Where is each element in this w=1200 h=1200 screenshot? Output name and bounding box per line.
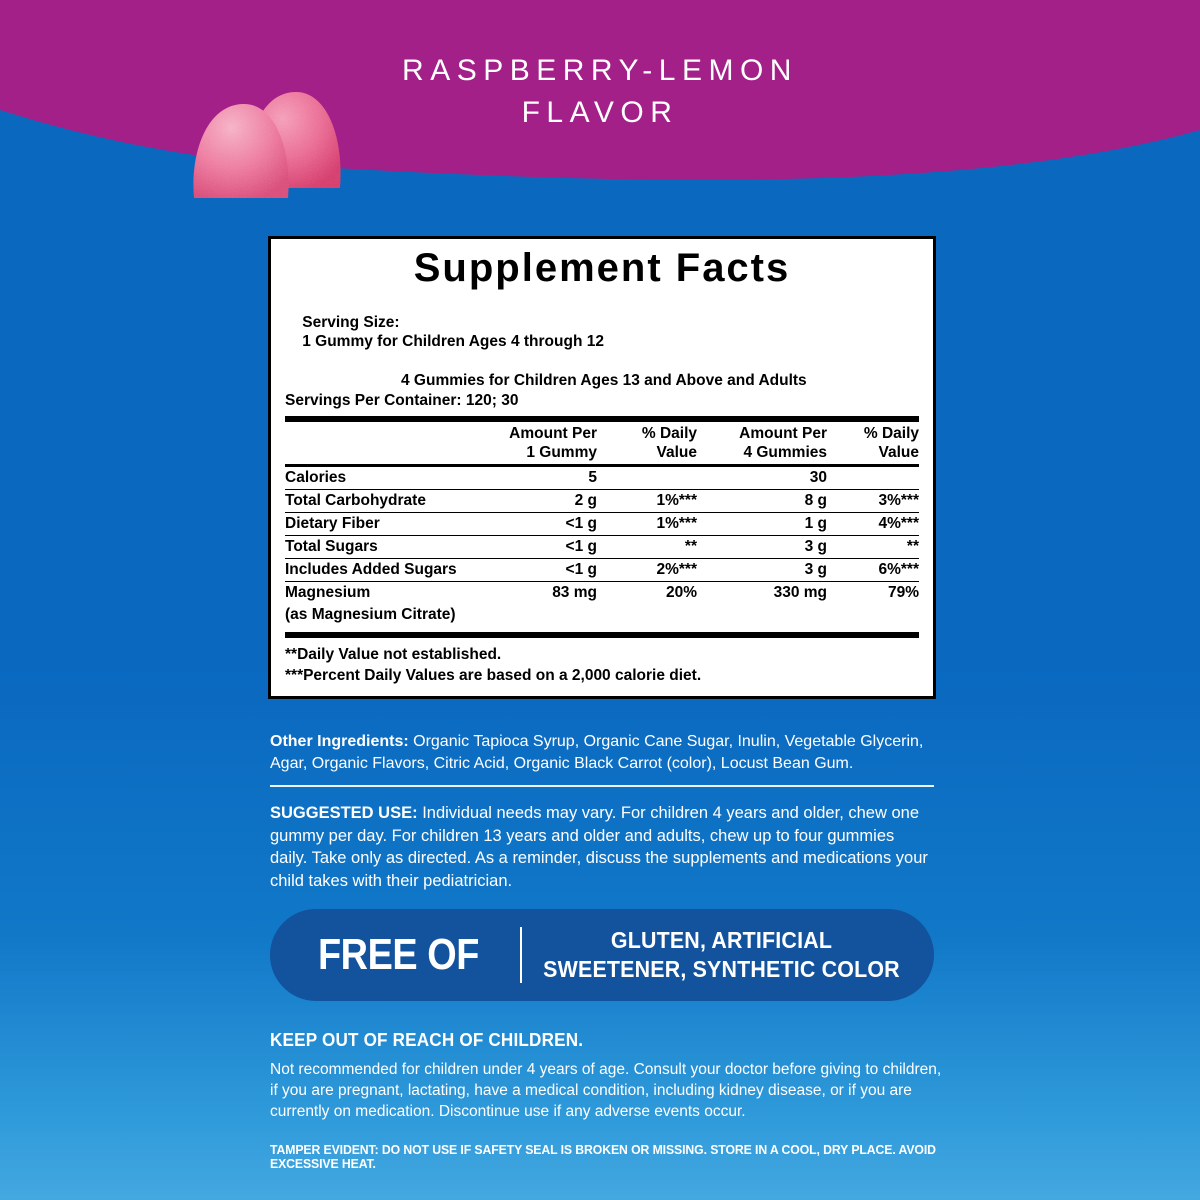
suggested-use-label: SUGGESTED USE: [270, 804, 418, 822]
row-amount-4: 30 [809, 469, 827, 486]
row-name: Total Sugars [285, 535, 477, 559]
row-dv-4: ** [827, 535, 919, 559]
row-amount-4: 1 g [697, 512, 827, 536]
supplement-facts-title: Supplement Facts [413, 246, 791, 290]
row-dv-1: 20% [597, 581, 697, 604]
nutrition-rows: Calories 5 30 Total Carbohydrate 2 g 1%*… [285, 467, 919, 626]
row-name: Total Carbohydrate [285, 489, 477, 513]
table-row: Total Carbohydrate 2 g 1%*** 8 g 3%*** [285, 489, 919, 513]
row-amount-4: 8 g [697, 489, 827, 513]
row-amount-1: <1 g [477, 558, 597, 582]
row-amount-1: 5 [588, 469, 597, 486]
flavor-title: RASPBERRY-LEMON FLAVOR [0, 50, 1200, 134]
suggested-use-text: Individual needs may vary. For children … [270, 804, 928, 890]
serving-size-line-1: Serving Size: 1 Gummy for Children Ages … [285, 293, 919, 371]
magnesium-source-row: (as Magnesium Citrate) [285, 604, 919, 626]
free-of-banner: FREE OF GLUTEN, ARTIFICIAL SWEETENER, SY… [270, 909, 934, 1001]
row-dv-4: 4%*** [827, 512, 919, 536]
servings-per-container: Servings Per Container: 120; 30 [285, 391, 519, 409]
table-header-row: Amount Per 1 Gummy % Daily Value Amount … [285, 422, 919, 464]
row-dv-4 [827, 467, 919, 490]
footnotes: **Daily Value not established. ***Percen… [285, 638, 919, 686]
footnote-top-rule [285, 632, 919, 638]
col-header-amount-1-gummy: Amount Per 1 Gummy [509, 425, 597, 461]
table-top-rule [285, 416, 919, 422]
flavor-line-2: FLAVOR [521, 96, 679, 129]
supplement-facts-panel: Supplement Facts Serving Size: 1 Gummy f… [268, 236, 936, 699]
row-dv-4: 79% [827, 581, 919, 604]
footnote-2: ***Percent Daily Values are based on a 2… [285, 667, 702, 684]
row-dv-1: 1%*** [597, 489, 697, 513]
gummy-candy-icon [193, 91, 341, 198]
row-amount-1: <1 g [477, 512, 597, 536]
table-row: Magnesium 83 mg 20% 330 mg 79% [285, 581, 919, 604]
row-amount-4: 330 mg [697, 581, 827, 604]
free-of-items: GLUTEN, ARTIFICIAL SWEETENER, SYNTHETIC … [543, 927, 900, 982]
row-dv-1: 2%*** [597, 558, 697, 582]
serving-size-value-1: 1 Gummy for Children Ages 4 through 12 [302, 333, 604, 350]
suggested-use: SUGGESTED USE: Individual needs may vary… [270, 802, 934, 892]
row-name: Calories [285, 469, 347, 486]
col-header-blank [285, 422, 477, 464]
free-of-label: FREE OF [318, 930, 479, 979]
row-amount-1: 2 g [477, 489, 597, 513]
header-bottom-rule [285, 464, 919, 467]
keep-out-of-reach-warning: KEEP OUT OF REACH OF CHILDREN. [270, 1030, 584, 1050]
table-row: Total Sugars <1 g ** 3 g ** [285, 535, 919, 559]
section-divider [270, 785, 934, 787]
serving-size-line-2: 4 Gummies for Children Ages 13 and Above… [401, 372, 807, 389]
row-dv-4: 3%*** [827, 489, 919, 513]
warning-body-text: Not recommended for children under 4 yea… [270, 1061, 942, 1120]
col-header-dv-1-gummy: % Daily Value [641, 425, 697, 461]
footnote-1: **Daily Value not established. [285, 646, 502, 663]
table-row: Calories 5 30 [285, 467, 919, 490]
row-dv-1: ** [597, 535, 697, 559]
flavor-line-1: RASPBERRY-LEMON [402, 54, 798, 87]
free-of-separator [520, 927, 522, 983]
row-amount-4: 3 g [697, 558, 827, 582]
tamper-evident-text: TAMPER EVIDENT: DO NOT USE IF SAFETY SEA… [270, 1143, 936, 1171]
other-ingredients: Other Ingredients: Organic Tapioca Syrup… [270, 731, 934, 774]
serving-size-label: Serving Size: [302, 313, 400, 331]
col-header-amount-4-gummies: Amount Per 4 Gummies [739, 425, 827, 461]
row-name: Magnesium [285, 581, 477, 604]
row-name: Includes Added Sugars [285, 558, 477, 582]
row-amount-1: <1 g [477, 535, 597, 559]
col-header-dv-4-gummies: % Daily Value [863, 425, 919, 461]
other-ingredients-label: Other Ingredients: [270, 733, 409, 750]
row-dv-4: 6%*** [827, 558, 919, 582]
row-name: Dietary Fiber [285, 512, 477, 536]
other-ingredients-text: Organic Tapioca Syrup, Organic Cane Suga… [270, 733, 924, 772]
table-row: Dietary Fiber <1 g 1%*** 1 g 4%*** [285, 512, 919, 536]
row-dv-1 [597, 467, 697, 490]
nutrition-table: Amount Per 1 Gummy % Daily Value Amount … [285, 422, 919, 464]
row-amount-1: 83 mg [477, 581, 597, 604]
table-row: Includes Added Sugars <1 g 2%*** 3 g 6%*… [285, 558, 919, 582]
magnesium-source: (as Magnesium Citrate) [285, 606, 456, 623]
row-amount-4: 3 g [697, 535, 827, 559]
row-dv-1: 1%*** [597, 512, 697, 536]
